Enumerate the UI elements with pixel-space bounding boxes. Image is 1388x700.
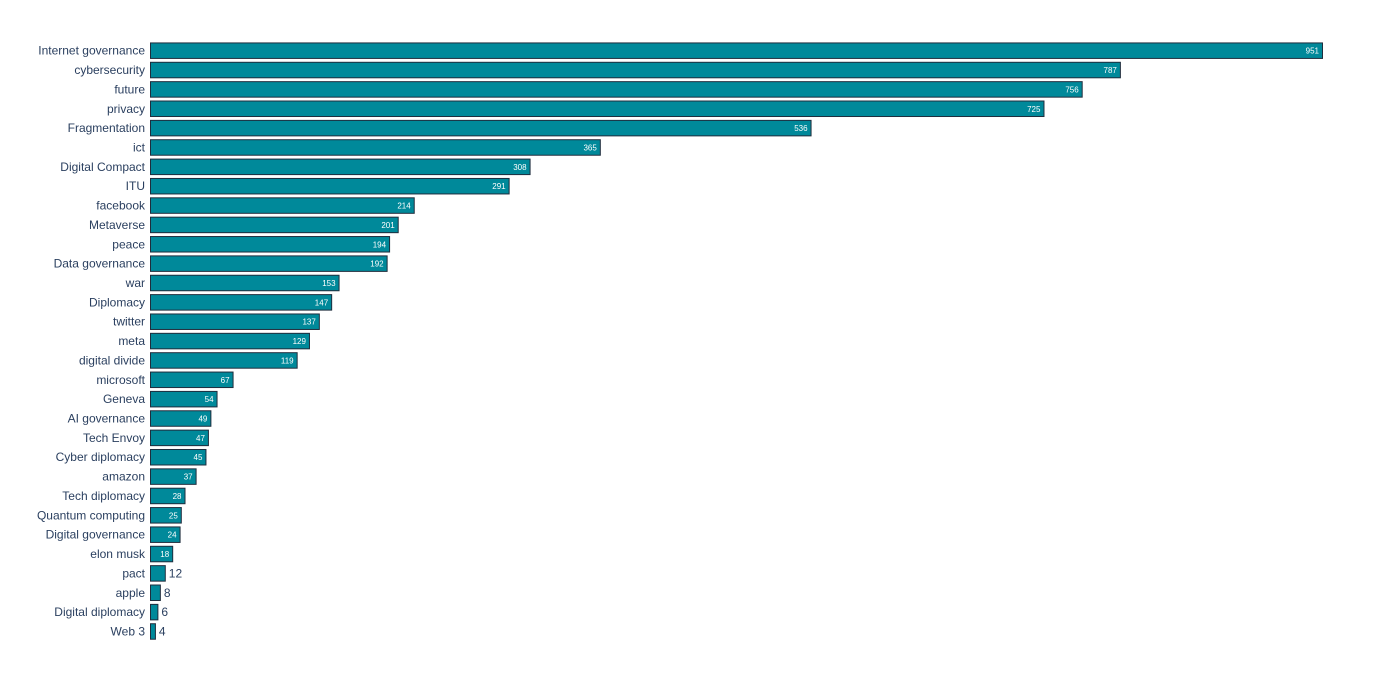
category-labels: Internet governance cybersecurity future pr… [37, 44, 146, 639]
value-label: 194 [373, 240, 387, 249]
bar [150, 410, 212, 427]
value-label: 214 [397, 202, 411, 211]
category-label: facebook [96, 199, 146, 213]
category-label: digital divide [79, 353, 145, 367]
value-label: 24 [168, 531, 177, 540]
bar [150, 81, 1083, 98]
category-label: Digital governance [46, 528, 146, 542]
category-label: Digital diplomacy [54, 605, 145, 619]
value-label: 951 [1306, 47, 1320, 56]
category-label: Data governance [54, 257, 146, 271]
category-label: Tech Envoy [83, 431, 145, 445]
bar [150, 603, 159, 621]
category-label: apple [116, 586, 146, 600]
bar [150, 61, 1121, 79]
value-label: 291 [492, 182, 506, 191]
value-label: 308 [513, 163, 527, 172]
value-label: 147 [315, 298, 329, 307]
bar [150, 177, 510, 195]
bar [150, 139, 601, 156]
bar [150, 352, 298, 369]
category-label: Quantum computing [37, 508, 145, 522]
value-label: 365 [583, 143, 597, 152]
bar [150, 42, 1323, 59]
bar [150, 197, 415, 214]
category-label: Internet governance [38, 44, 145, 58]
category-label: Tech diplomacy [62, 489, 145, 503]
bar [150, 623, 156, 640]
category-label: war [125, 276, 145, 290]
category-label: AI governance [68, 412, 146, 426]
category-label: ITU [126, 179, 145, 193]
bar [150, 390, 218, 408]
value-label: 8 [164, 586, 171, 600]
bar [150, 216, 399, 234]
category-label: Metaverse [89, 218, 145, 232]
value-label: 49 [198, 415, 207, 424]
value-label: 192 [370, 260, 384, 269]
value-label: 4 [159, 624, 166, 638]
value-label: 28 [173, 492, 182, 501]
category-label: peace [112, 237, 145, 251]
bar [150, 429, 209, 447]
value-label: 201 [381, 221, 395, 230]
category-label: pact [122, 566, 145, 580]
bar [150, 158, 531, 176]
bar [150, 100, 1045, 118]
value-label: 67 [221, 376, 230, 385]
bar [150, 565, 166, 582]
value-label: 54 [205, 395, 214, 404]
value-label: 787 [1104, 66, 1118, 75]
value-label: 756 [1065, 85, 1079, 94]
category-label: Cyber diplomacy [56, 450, 145, 464]
value-label: 137 [302, 318, 316, 327]
value-label: 47 [196, 434, 205, 443]
bar [150, 487, 186, 505]
bar [150, 236, 391, 253]
category-label: microsoft [96, 373, 145, 387]
bar [150, 448, 207, 466]
bar [150, 371, 234, 389]
value-label: 25 [169, 511, 178, 520]
bars [150, 42, 1323, 640]
value-label: 6 [161, 605, 168, 619]
value-label: 12 [169, 566, 183, 580]
category-label: future [114, 82, 145, 96]
bar [150, 545, 174, 563]
bar [150, 507, 182, 524]
category-label: elon musk [90, 547, 146, 561]
value-label: 45 [194, 453, 203, 462]
value-label: 18 [160, 550, 169, 559]
value-label: 37 [184, 473, 193, 482]
category-label: ict [133, 140, 146, 154]
bar [150, 332, 310, 350]
category-label: Fragmentation [68, 121, 145, 135]
category-label: meta [118, 334, 145, 348]
value-label: 153 [322, 279, 336, 288]
category-label: amazon [102, 470, 145, 484]
value-label: 536 [794, 124, 808, 133]
bar [150, 255, 388, 272]
value-label: 119 [281, 356, 294, 365]
category-label: twitter [113, 315, 145, 329]
category-label: privacy [107, 102, 145, 116]
bar [150, 468, 197, 485]
value-labels: 951 787 756 725 536 365 308 291 214 201 194 192 153 1… [159, 47, 1320, 639]
value-label: 725 [1027, 105, 1041, 114]
category-label: Diplomacy [89, 295, 145, 309]
category-label: Geneva [103, 392, 145, 406]
category-label: cybersecurity [74, 63, 145, 77]
value-label: 129 [293, 337, 307, 346]
bar [150, 119, 812, 137]
category-label: Digital Compact [60, 160, 145, 174]
bar [150, 526, 181, 543]
bar [150, 274, 340, 292]
bar [150, 313, 320, 330]
bar [150, 294, 333, 311]
bar [150, 584, 161, 602]
category-label: Web 3 [111, 624, 146, 638]
